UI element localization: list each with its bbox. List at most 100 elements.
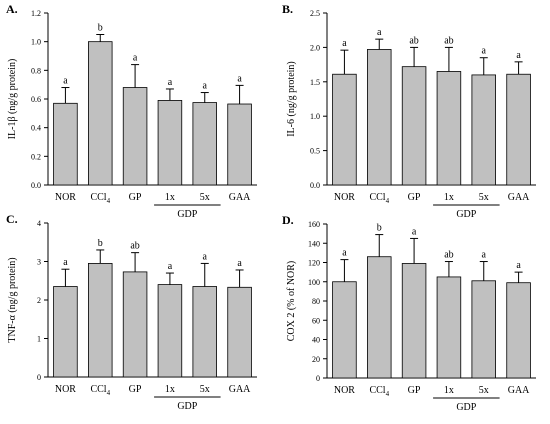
y-tick-label: 1.5 [310, 78, 320, 87]
group-label: GDP [177, 209, 197, 220]
significance-letter: a [342, 248, 347, 259]
category-label: 1x [165, 192, 175, 203]
y-tick-label: 0.2 [31, 152, 41, 161]
category-label: 5x [200, 192, 210, 203]
y-axis-title: IL-1β (ng/g protein) [7, 59, 18, 140]
significance-letter: a [482, 46, 487, 57]
significance-letter: a [63, 76, 68, 87]
y-tick-label: 60 [312, 316, 320, 325]
bar [332, 73, 357, 186]
category-label: GAA [229, 192, 251, 203]
category-label: GP [408, 385, 421, 396]
bar [53, 102, 78, 186]
significance-letter: a [168, 77, 173, 88]
significance-letter: a [133, 53, 138, 64]
significance-letter: a [516, 260, 521, 271]
panel-d: D. 0 20 40 60 80 100 120 140 160 COX 2 (% of NOR) a… [282, 213, 536, 413]
bar [436, 276, 462, 379]
y-tick-label: 0.8 [31, 66, 41, 75]
category-label: GP [129, 192, 142, 203]
category-label: NOR [55, 192, 76, 203]
significance-letter: b [98, 23, 103, 34]
bar [157, 284, 183, 378]
category-label: 5x [479, 385, 489, 396]
y-axis-title: COX 2 (% of NOR) [286, 261, 297, 342]
bar [122, 87, 148, 186]
bar [157, 100, 183, 186]
y-tick-label: 0 [37, 373, 41, 382]
bar [471, 74, 496, 186]
y-tick-label: 2 [37, 296, 41, 305]
significance-letter: a [237, 73, 242, 84]
category-label: GAA [229, 384, 251, 395]
y-tick-label: 0.6 [31, 95, 41, 104]
y-tick-label: 2.0 [310, 43, 320, 52]
bar [332, 281, 357, 379]
category-label: GAA [508, 385, 530, 396]
bar [192, 286, 217, 378]
y-tick-label: 1.2 [31, 9, 41, 18]
significance-letter: a [377, 27, 382, 38]
y-tick-label: 1.0 [310, 112, 320, 121]
y-axis-title: TNF-α (ng/g protein) [7, 257, 18, 342]
bar [227, 286, 252, 378]
panel-a: A. 0.0 0.2 0.4 0.6 0.8 1.0 1.2 IL-1β (ng/g prote… [6, 2, 257, 220]
significance-letter: a [203, 81, 208, 92]
bar [506, 282, 531, 379]
y-tick-label: 100 [308, 278, 320, 287]
bar [506, 73, 531, 186]
category-label: NOR [334, 192, 355, 203]
y-tick-label: 160 [308, 220, 320, 229]
y-tick-label: 120 [308, 259, 320, 268]
panel-label: A. [6, 2, 18, 16]
category-label: CCl4 [90, 192, 110, 205]
category-label: GP [129, 384, 142, 395]
category-label: CCl4 [90, 384, 110, 397]
y-tick-label: 40 [312, 336, 320, 345]
significance-letter: a [342, 38, 347, 49]
y-tick-label: 0.5 [310, 147, 320, 156]
significance-letter: b [98, 238, 103, 249]
y-axis-title: IL-6 (ng/g protein) [286, 61, 297, 137]
group-label: GDP [456, 209, 476, 220]
panel-label: D. [282, 213, 294, 227]
y-tick-label: 0.0 [310, 181, 320, 190]
significance-letter: a [516, 50, 521, 61]
bar [122, 271, 148, 378]
category-label: CCl4 [369, 385, 389, 398]
significance-letter: ab [444, 250, 453, 261]
significance-letter: ab [444, 35, 453, 46]
category-label: 5x [200, 384, 210, 395]
panel-c: C. 0 1 2 3 4 TNF-α (ng/g protein) a NOR b CCl4 ab GP… [6, 212, 257, 412]
y-tick-label: 3 [37, 258, 41, 267]
category-label: 1x [444, 192, 454, 203]
bar [88, 41, 113, 186]
significance-letter: b [377, 223, 382, 234]
bar [401, 263, 427, 379]
significance-letter: a [63, 257, 68, 268]
bar [367, 49, 392, 186]
bar [367, 256, 392, 379]
panel-label: C. [6, 212, 18, 226]
y-tick-label: 1 [37, 335, 41, 344]
category-label: NOR [334, 385, 355, 396]
y-tick-label: 80 [312, 297, 320, 306]
y-tick-label: 20 [312, 355, 320, 364]
y-tick-label: 2.5 [310, 9, 320, 18]
category-label: 1x [165, 384, 175, 395]
significance-letter: a [412, 226, 417, 237]
significance-letter: a [482, 250, 487, 261]
y-tick-label: 4 [37, 219, 41, 228]
bar [227, 103, 252, 186]
y-tick-label: 0.0 [31, 181, 41, 190]
y-tick-label: 1.0 [31, 38, 41, 47]
significance-letter: a [203, 251, 208, 262]
y-tick-label: 0 [316, 374, 320, 383]
category-label: NOR [55, 384, 76, 395]
significance-letter: a [168, 261, 173, 272]
group-label: GDP [456, 402, 476, 413]
y-tick-label: 0.4 [31, 124, 41, 133]
category-label: 5x [479, 192, 489, 203]
group-label: GDP [177, 401, 197, 412]
